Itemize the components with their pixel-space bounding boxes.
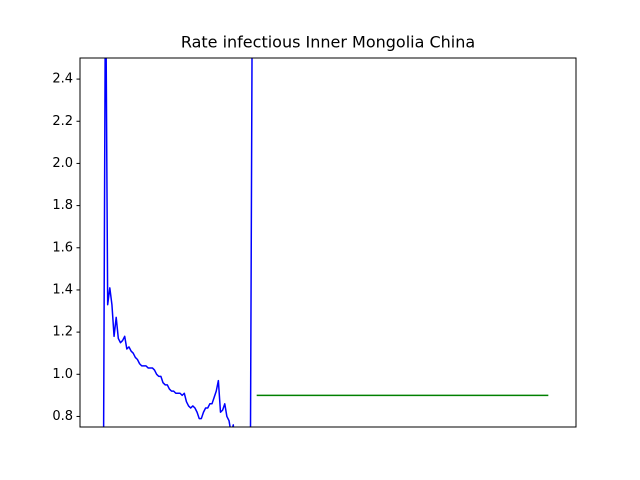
y-tick-label: 1.8 [52, 198, 73, 213]
y-tick-label: 2.4 [52, 72, 73, 87]
y-tick-label: 1.4 [52, 282, 73, 297]
y-tick-label: 2.0 [52, 156, 73, 171]
plot-area [102, 58, 549, 427]
chart-title: Rate infectious Inner Mongolia China [181, 33, 475, 52]
y-tick-label: 2.2 [52, 114, 73, 129]
y-tick-label: 0.8 [52, 409, 73, 424]
data-line [102, 58, 253, 427]
y-tick-label: 1.0 [52, 367, 73, 382]
axes-frame [79, 57, 577, 428]
y-tick-label: 1.6 [52, 240, 73, 255]
y-tick-label: 1.2 [52, 325, 73, 340]
